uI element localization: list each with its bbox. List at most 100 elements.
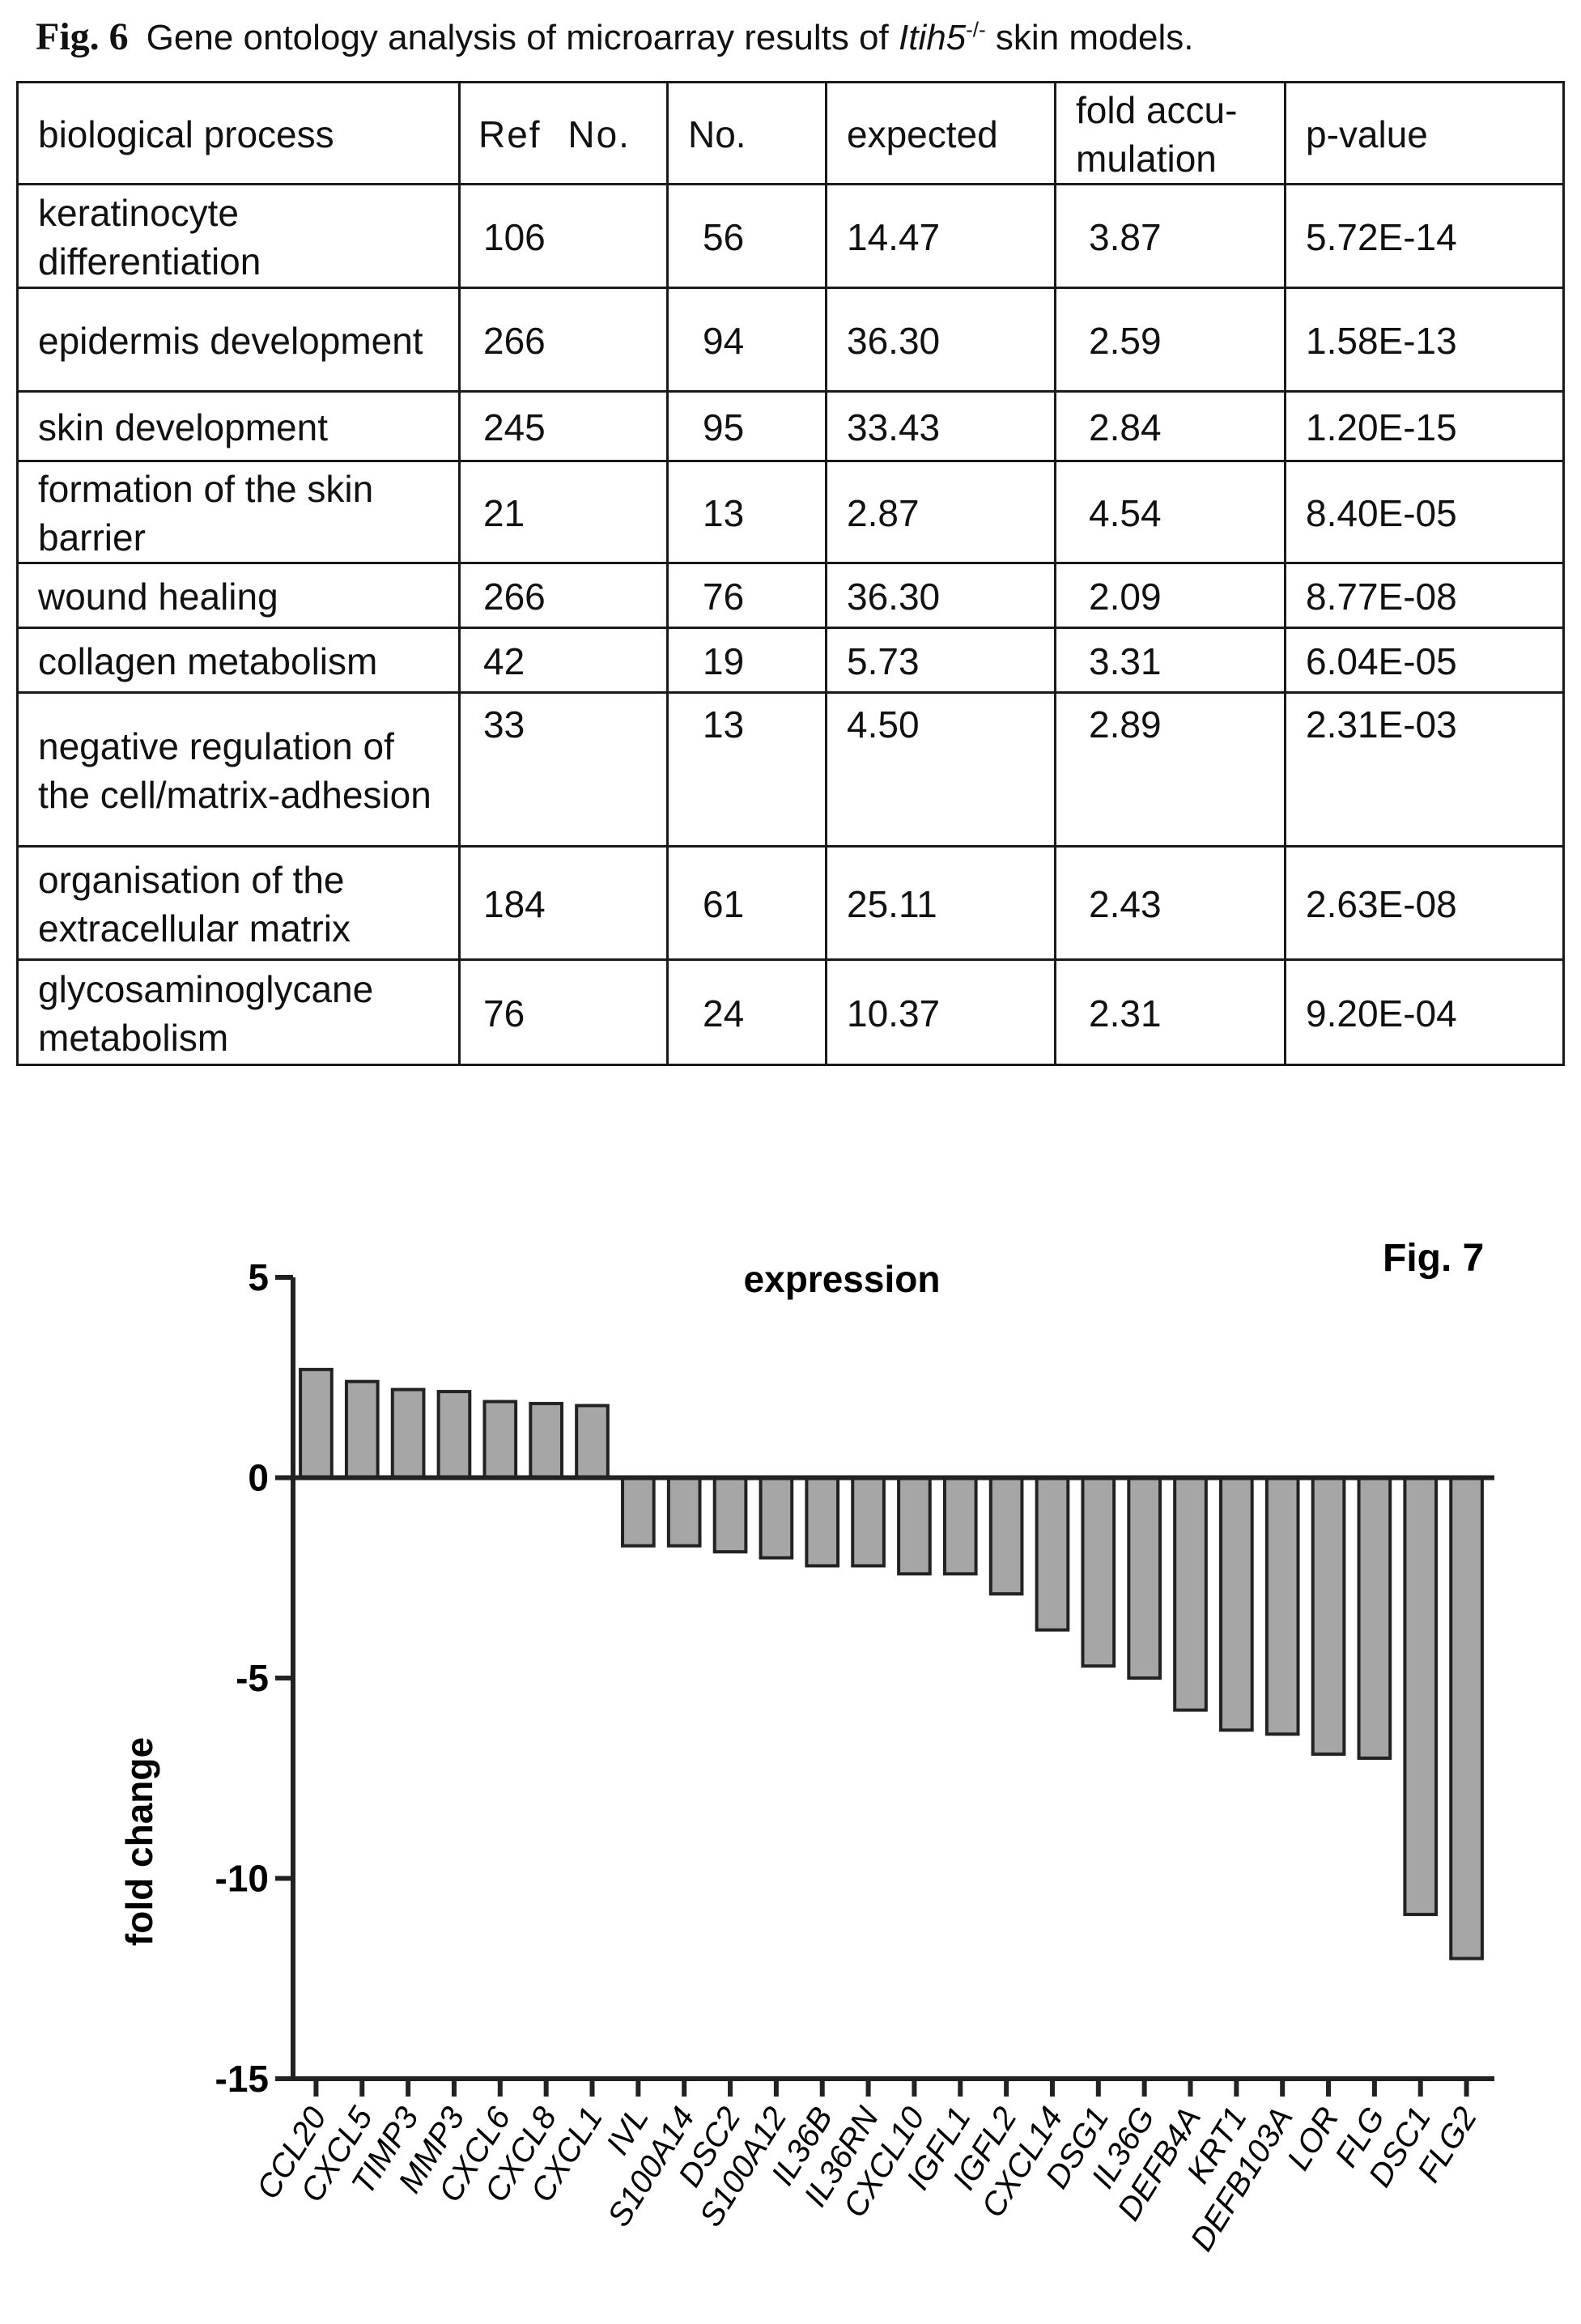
bars-group [299,1367,1484,1961]
table-row: glycosaminoglycane metabolism 76 24 10.3… [16,958,1565,1066]
cell-fold: 2.09 [1054,562,1286,629]
bar-lor [1311,1476,1346,1757]
table-row: keratinocyte differentiation 106 56 14.4… [16,183,1565,289]
bar-dsg1 [1081,1476,1116,1668]
cell-ref-no: 21 [458,460,669,564]
cell-expected: 10.37 [825,958,1056,1066]
cell-no: 76 [666,562,827,629]
table-row: negative regulation of the cell/matrix-a… [16,691,1565,848]
bar-ccl20 [299,1367,334,1480]
table-row: skin development 245 95 33.43 2.84 1.20E… [16,390,1565,462]
bar-defb103a [1264,1476,1300,1736]
cell-fold: 2.89 [1054,691,1286,848]
fig6-caption-end: skin models. [985,18,1194,57]
cell-expected: 4.50 [825,691,1056,848]
cell-p-value: 6.04E-05 [1284,627,1565,694]
y-tick-label: -15 [215,2058,269,2100]
cell-process: negative regulation of the cell/matrix-a… [16,691,461,848]
bar-cxcl14 [1035,1476,1070,1632]
table-row: organisation of the extracellular matrix… [16,845,1565,961]
fig6-caption-gene: Itih5 [898,18,967,57]
fig6-caption-text: Gene ontology analysis of microarray res… [146,18,899,57]
cell-fold: 2.43 [1054,845,1286,961]
cell-ref-no: 245 [458,390,669,462]
cell-no: 61 [666,845,827,961]
cell-fold: 4.54 [1054,460,1286,564]
y-tick-label: -5 [236,1657,269,1699]
cell-no: 13 [666,460,827,564]
bar-igfl1 [942,1476,978,1576]
fig7-bar-chart: Fig. 7 expression fold change 5 0 -5 -10 -15… [118,1237,1494,2258]
cell-fold: 2.84 [1054,390,1286,462]
header-expected: expected [825,81,1056,185]
bar-krt1 [1219,1476,1254,1732]
cell-no: 24 [666,958,827,1066]
y-tick-label: 5 [248,1256,269,1298]
header-fold-accumulation: fold accu-mulation [1054,81,1286,185]
bar-igfl2 [988,1476,1024,1596]
cell-p-value: 5.72E-14 [1284,183,1565,289]
cell-no: 19 [666,627,827,694]
cell-p-value: 2.63E-08 [1284,845,1565,961]
bar-dsc1 [1403,1476,1439,1917]
cell-p-value: 8.40E-05 [1284,460,1565,564]
table-row: epidermis development 266 94 36.30 2.59 … [16,287,1565,393]
bar-cxcl5 [344,1379,380,1480]
table-row: formation of the skin barrier 21 13 2.87… [16,460,1565,564]
cell-process: formation of the skin barrier [16,460,461,564]
bar-flg2 [1449,1476,1484,1961]
cell-p-value: 8.77E-08 [1284,562,1565,629]
bar-flg [1357,1476,1392,1760]
cell-no: 95 [666,390,827,462]
cell-expected: 36.30 [825,562,1056,629]
header-biological-process: biological process [16,81,461,185]
cell-ref-no: 184 [458,845,669,961]
fig7-label: Fig. 7 [1383,1237,1484,1280]
bar-s100a14 [666,1476,702,1548]
x-tick-label-lor: LOR [1281,2101,1346,2176]
cell-ref-no: 106 [458,183,669,289]
y-tick-label: -10 [215,1858,269,1900]
cell-process: collagen metabolism [16,627,461,694]
cell-process: organisation of the extracellular matrix [16,845,461,961]
cell-p-value: 2.31E-03 [1284,691,1565,848]
fig6-label: Fig. 6 [36,15,129,58]
bar-dsc2 [712,1476,748,1554]
chart-title: expression [744,1258,941,1300]
cell-no: 94 [666,287,827,393]
cell-p-value: 9.20E-04 [1284,958,1565,1066]
y-axis-label: fold change [118,1737,160,1946]
bar-mmp3 [436,1390,472,1480]
go-analysis-table: biological process Ref No. No. expected … [16,81,1565,1066]
y-tick-label: 0 [248,1457,269,1499]
bar-cxcl8 [529,1401,563,1480]
bar-il36rn [851,1476,886,1568]
cell-no: 13 [666,691,827,848]
cell-expected: 25.11 [825,845,1056,961]
bar-il36g [1127,1476,1162,1680]
cell-p-value: 1.58E-13 [1284,287,1565,393]
cell-expected: 36.30 [825,287,1056,393]
cell-ref-no: 42 [458,627,669,694]
fig6-caption: Fig. 6 Gene ontology analysis of microarr… [36,11,1193,64]
header-ref-no: Ref No. [458,81,669,185]
x-tick-labels: CCL20CXCL5TIMP3MMP3CXCL6CXCL8CXCL1IVLS10… [250,2101,1484,2258]
table-header-row: biological process Ref No. No. expected … [16,81,1565,185]
table-row: collagen metabolism 42 19 5.73 3.31 6.04… [16,627,1565,694]
cell-process: keratinocyte differentiation [16,183,461,289]
cell-process: glycosaminoglycane metabolism [16,958,461,1066]
bar-cxcl1 [575,1404,610,1480]
x-axis [293,1475,1494,2097]
header-no: No. [666,81,827,185]
header-p-value: p-value [1284,81,1565,185]
bar-il36b [805,1476,840,1568]
cell-expected: 5.73 [825,627,1056,694]
cell-fold: 3.87 [1054,183,1286,289]
cell-process: epidermis development [16,287,461,393]
cell-expected: 14.47 [825,183,1056,289]
cell-no: 56 [666,183,827,289]
cell-process: skin development [16,390,461,462]
cell-ref-no: 33 [458,691,669,848]
cell-fold: 2.59 [1054,287,1286,393]
cell-p-value: 1.20E-15 [1284,390,1565,462]
